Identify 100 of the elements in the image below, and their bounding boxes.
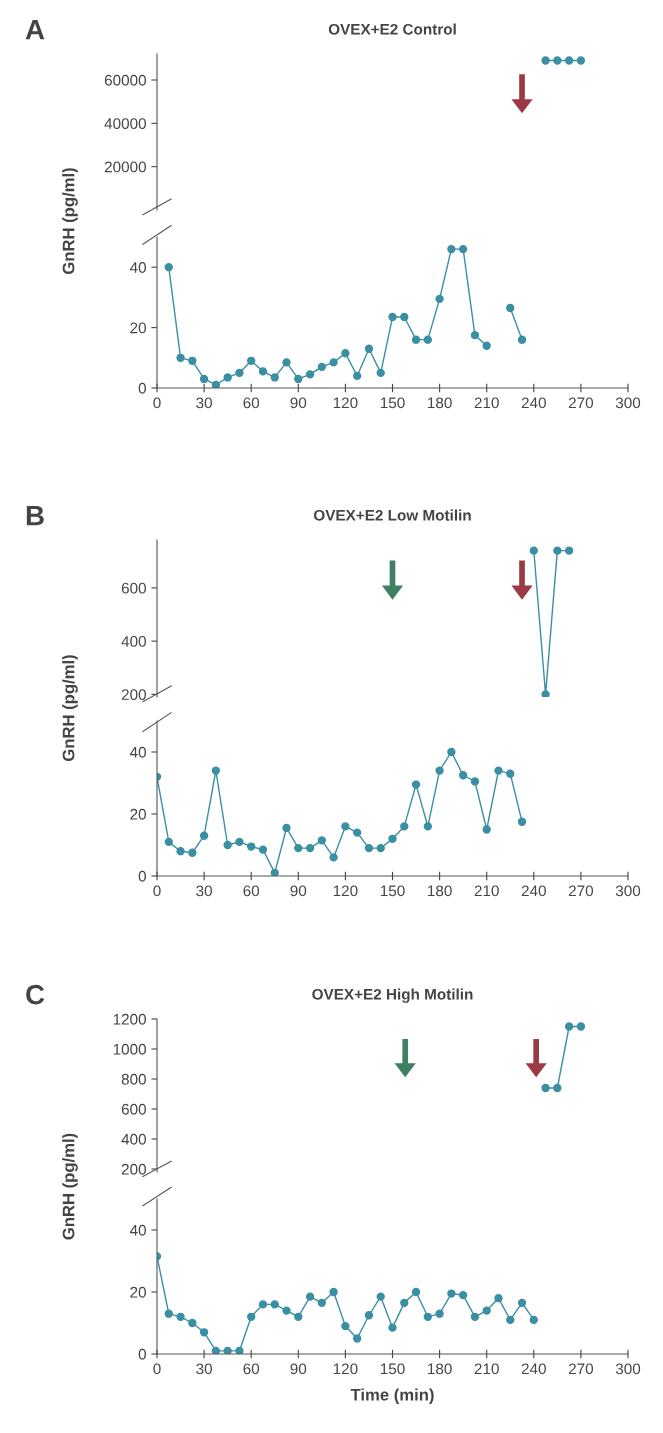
point bbox=[376, 368, 385, 378]
text: B bbox=[26, 506, 44, 526]
point bbox=[282, 1306, 291, 1315]
x-tick-label: 240 bbox=[521, 1363, 546, 1375]
y-tick-label: 40 bbox=[129, 262, 146, 273]
y-tick-label: 40 bbox=[129, 746, 146, 758]
x-tick-label: 30 bbox=[196, 1363, 212, 1375]
y-tick-label: 200 bbox=[121, 689, 146, 701]
point bbox=[447, 244, 456, 254]
point bbox=[223, 1346, 232, 1354]
point bbox=[517, 335, 527, 344]
text: A bbox=[25, 20, 45, 40]
point bbox=[482, 341, 491, 350]
y-tick-label: 40000 bbox=[104, 118, 146, 130]
point bbox=[317, 1298, 327, 1308]
y-axis-title: GnRH (pg/ml) bbox=[62, 1133, 78, 1240]
x-tick-label: 120 bbox=[333, 1363, 358, 1375]
point bbox=[470, 777, 480, 786]
point bbox=[247, 842, 256, 851]
point bbox=[317, 836, 327, 845]
point bbox=[341, 1321, 350, 1331]
point bbox=[353, 828, 362, 837]
point bbox=[270, 1300, 279, 1309]
point bbox=[411, 1287, 421, 1297]
point bbox=[270, 373, 279, 382]
point bbox=[470, 1312, 480, 1321]
point bbox=[188, 1318, 197, 1328]
point bbox=[364, 1311, 374, 1320]
point bbox=[211, 380, 221, 388]
point bbox=[164, 263, 173, 272]
point bbox=[223, 373, 232, 382]
point bbox=[388, 1323, 397, 1332]
y-tick-label: 0 bbox=[138, 870, 146, 882]
point bbox=[247, 1312, 256, 1321]
point bbox=[329, 853, 338, 862]
point bbox=[258, 367, 268, 376]
y-axis-title: GnRH (pg/ml) bbox=[62, 168, 78, 275]
y-tick-label: 400 bbox=[121, 1133, 146, 1145]
y-tick-label: 600 bbox=[121, 582, 146, 594]
x-tick-label: 30 bbox=[196, 397, 212, 409]
point bbox=[494, 766, 503, 775]
point bbox=[294, 1312, 303, 1321]
point bbox=[364, 843, 374, 853]
y-axis-title: GnRH (pg/ml) bbox=[62, 655, 78, 762]
point bbox=[353, 371, 362, 381]
chart-title: OVEX+E2 Low Motilin bbox=[313, 509, 471, 521]
point bbox=[458, 771, 468, 780]
point bbox=[305, 843, 315, 853]
x-tick-label: 30 bbox=[196, 885, 212, 897]
point bbox=[423, 822, 432, 831]
x-tick-label: 0 bbox=[153, 397, 161, 409]
x-tick-label: 180 bbox=[428, 885, 452, 897]
point bbox=[235, 368, 244, 378]
point bbox=[258, 1300, 268, 1309]
point bbox=[506, 769, 515, 778]
y-tick-label: 0 bbox=[138, 382, 146, 394]
x-tick-label: 210 bbox=[474, 1363, 499, 1375]
point bbox=[199, 831, 209, 840]
point bbox=[317, 362, 327, 372]
point bbox=[376, 1292, 385, 1301]
x-tick-label: 270 bbox=[568, 1363, 594, 1375]
point bbox=[329, 1287, 338, 1297]
x-tick-label: 0 bbox=[153, 1363, 161, 1375]
point bbox=[164, 837, 173, 847]
y-tick-label: 60000 bbox=[104, 74, 146, 86]
x-tick-label: 300 bbox=[615, 397, 641, 409]
point bbox=[506, 1315, 515, 1325]
point bbox=[282, 823, 291, 833]
text: C bbox=[26, 984, 45, 1005]
point bbox=[364, 344, 374, 353]
x-tick-label: 60 bbox=[243, 397, 260, 409]
y-tick-label: 800 bbox=[121, 1073, 146, 1085]
x-tick-label: 150 bbox=[380, 885, 405, 897]
point bbox=[176, 1312, 185, 1321]
y-tick-label: 20 bbox=[130, 322, 146, 334]
x-tick-label: 120 bbox=[333, 885, 358, 897]
y-tick-label: 40 bbox=[129, 1224, 146, 1236]
point bbox=[188, 848, 197, 857]
point bbox=[294, 374, 303, 384]
point bbox=[517, 1298, 527, 1308]
y-tick-label: 200 bbox=[121, 1163, 146, 1175]
point bbox=[235, 1346, 244, 1354]
point bbox=[482, 825, 491, 834]
x-axis-title: Time (min) bbox=[350, 1388, 434, 1404]
chart-title: OVEX+E2 Control bbox=[328, 23, 456, 35]
point bbox=[247, 356, 256, 365]
x-tick-label: 150 bbox=[380, 397, 405, 409]
point bbox=[400, 822, 409, 831]
point bbox=[341, 349, 350, 358]
y-tick-label: 400 bbox=[121, 635, 146, 647]
x-tick-label: 210 bbox=[474, 885, 499, 897]
point bbox=[494, 1294, 503, 1303]
point bbox=[458, 1290, 468, 1300]
point bbox=[411, 335, 421, 344]
point bbox=[270, 868, 279, 876]
point bbox=[423, 335, 432, 344]
point bbox=[376, 843, 385, 853]
point bbox=[435, 1309, 444, 1318]
point bbox=[447, 1289, 456, 1298]
point bbox=[423, 1312, 432, 1321]
